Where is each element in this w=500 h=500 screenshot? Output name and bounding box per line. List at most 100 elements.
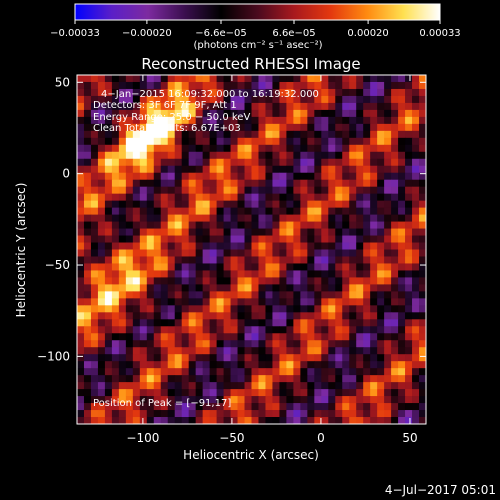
heatmap-cell [153,256,162,264]
heatmap-cell [160,75,169,83]
heatmap-cell [146,102,155,111]
heatmap-cell [356,263,364,271]
heatmap-cell [300,88,308,97]
heatmap-cell [167,312,176,320]
heatmap-cell [391,263,399,271]
heatmap-cell [244,333,252,341]
heatmap-cell [244,235,252,243]
heatmap-cell [370,179,378,188]
heatmap-cell [153,116,162,125]
heatmap-cell [104,361,113,369]
heatmap-cell [258,221,266,229]
heatmap-cell [167,172,176,181]
heatmap-cell [223,144,231,153]
heatmap-cell [412,193,420,202]
heatmap-cell [202,333,211,341]
heatmap-cell [244,340,252,348]
heatmap-cell [300,102,308,111]
heatmap-cell [188,144,197,153]
heatmap-cell [202,291,211,299]
heatmap-cell [349,347,357,355]
heatmap-cell [356,249,364,257]
heatmap-cell [363,137,371,146]
heatmap-cell [244,137,252,146]
heatmap-cell [356,347,364,355]
heatmap-cell [377,235,385,243]
heatmap-cell [160,221,169,229]
heatmap-cell [405,200,413,209]
heatmap-cell [111,221,120,229]
heatmap-cell [223,284,231,292]
heatmap-cell [349,88,357,97]
heatmap-cell [237,305,245,313]
heatmap-cell [181,305,190,313]
heatmap-cell [265,214,273,222]
heatmap-cell [328,284,336,292]
heatmap-cell [132,375,141,383]
heatmap-cell [230,291,238,299]
heatmap-cell [314,256,322,264]
heatmap-cell [391,81,399,90]
heatmap-cell [132,403,141,411]
heatmap-cell [377,277,385,285]
heatmap-cell [398,88,406,97]
heatmap-cell [251,235,259,243]
heatmap-cell [258,165,266,174]
heatmap-cell [237,130,245,139]
heatmap-cell [251,277,259,285]
heatmap-cell [188,417,197,424]
heatmap-cell [139,123,148,132]
heatmap-cell [405,403,413,411]
heatmap-cell [195,95,204,104]
heatmap-cell [216,277,224,285]
heatmap-cell [132,158,141,167]
heatmap-cell [160,291,169,299]
heatmap-cell [363,263,371,271]
heatmap-cell [335,137,343,146]
heatmap-cell [356,116,364,125]
heatmap-cell [244,151,252,160]
heatmap-cell [398,75,406,83]
heatmap-cell [118,284,127,292]
heatmap-cell [356,326,364,334]
heatmap-cell [335,228,343,236]
heatmap-cell [342,235,350,243]
heatmap-cell [293,326,301,334]
heatmap-cell [258,179,266,188]
heatmap-cell [349,172,357,181]
heatmap-cell [104,410,113,418]
heatmap-cell [90,256,99,264]
heatmap-cell [328,375,336,383]
heatmap-cell [391,186,399,195]
heatmap-cell [188,340,197,348]
heatmap-cell [146,158,155,167]
heatmap-cell [181,144,190,153]
heatmap-cell [146,81,155,90]
heatmap-cell [384,102,392,111]
heatmap-cell [77,291,85,299]
heatmap-cell [195,375,204,383]
heatmap-cell [279,319,287,327]
heatmap-cell [83,368,92,376]
heatmap-cell [419,109,426,118]
heatmap-cell [167,179,176,188]
heatmap-cell [160,109,169,118]
heatmap-cell [321,151,329,160]
heatmap-cell [104,95,113,104]
heatmap-cell [118,382,127,390]
heatmap-cell [118,186,127,195]
heatmap-cell [363,95,371,104]
heatmap-cell [104,417,113,424]
heatmap-cell [174,375,183,383]
heatmap-cell [405,340,413,348]
heatmap-cell [174,123,183,132]
heatmap-cell [405,207,413,215]
heatmap-cell [363,361,371,369]
heatmap-cell [370,312,378,320]
heatmap-cell [349,396,357,404]
heatmap-cell [244,95,252,104]
heatmap-cell [300,361,308,369]
x-tick-label: 0 [317,431,325,445]
heatmap-cell [77,137,85,146]
heatmap-cell [83,193,92,202]
